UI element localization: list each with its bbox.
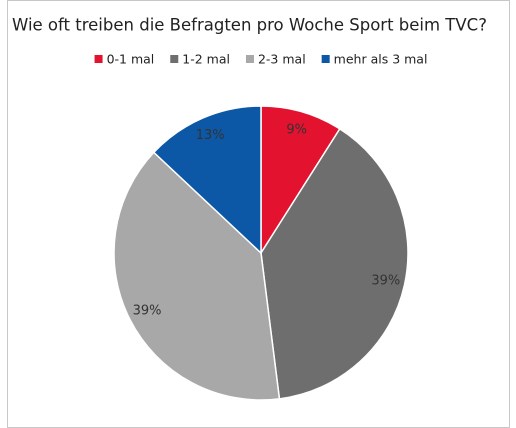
legend-swatch — [245, 55, 254, 63]
pie-slice — [152, 105, 262, 255]
legend-label: mehr als 3 mal — [334, 52, 428, 67]
legend-label: 1-2 mal — [182, 52, 230, 67]
pie-slice — [260, 127, 409, 400]
legend-swatch — [321, 55, 330, 63]
pie-slice — [113, 151, 281, 401]
chart-title: Wie oft treiben die Befragten pro Woche … — [12, 16, 487, 35]
legend-label: 0-1 mal — [107, 52, 155, 67]
value-label: 39% — [133, 304, 162, 319]
value-label: 13% — [196, 128, 225, 143]
legend-swatch — [94, 55, 103, 63]
pie-slice — [260, 105, 341, 256]
value-label: 39% — [371, 273, 400, 288]
value-label: 9% — [286, 123, 307, 138]
legend-swatch — [170, 55, 179, 63]
legend-label: 2-3 mal — [258, 52, 306, 67]
